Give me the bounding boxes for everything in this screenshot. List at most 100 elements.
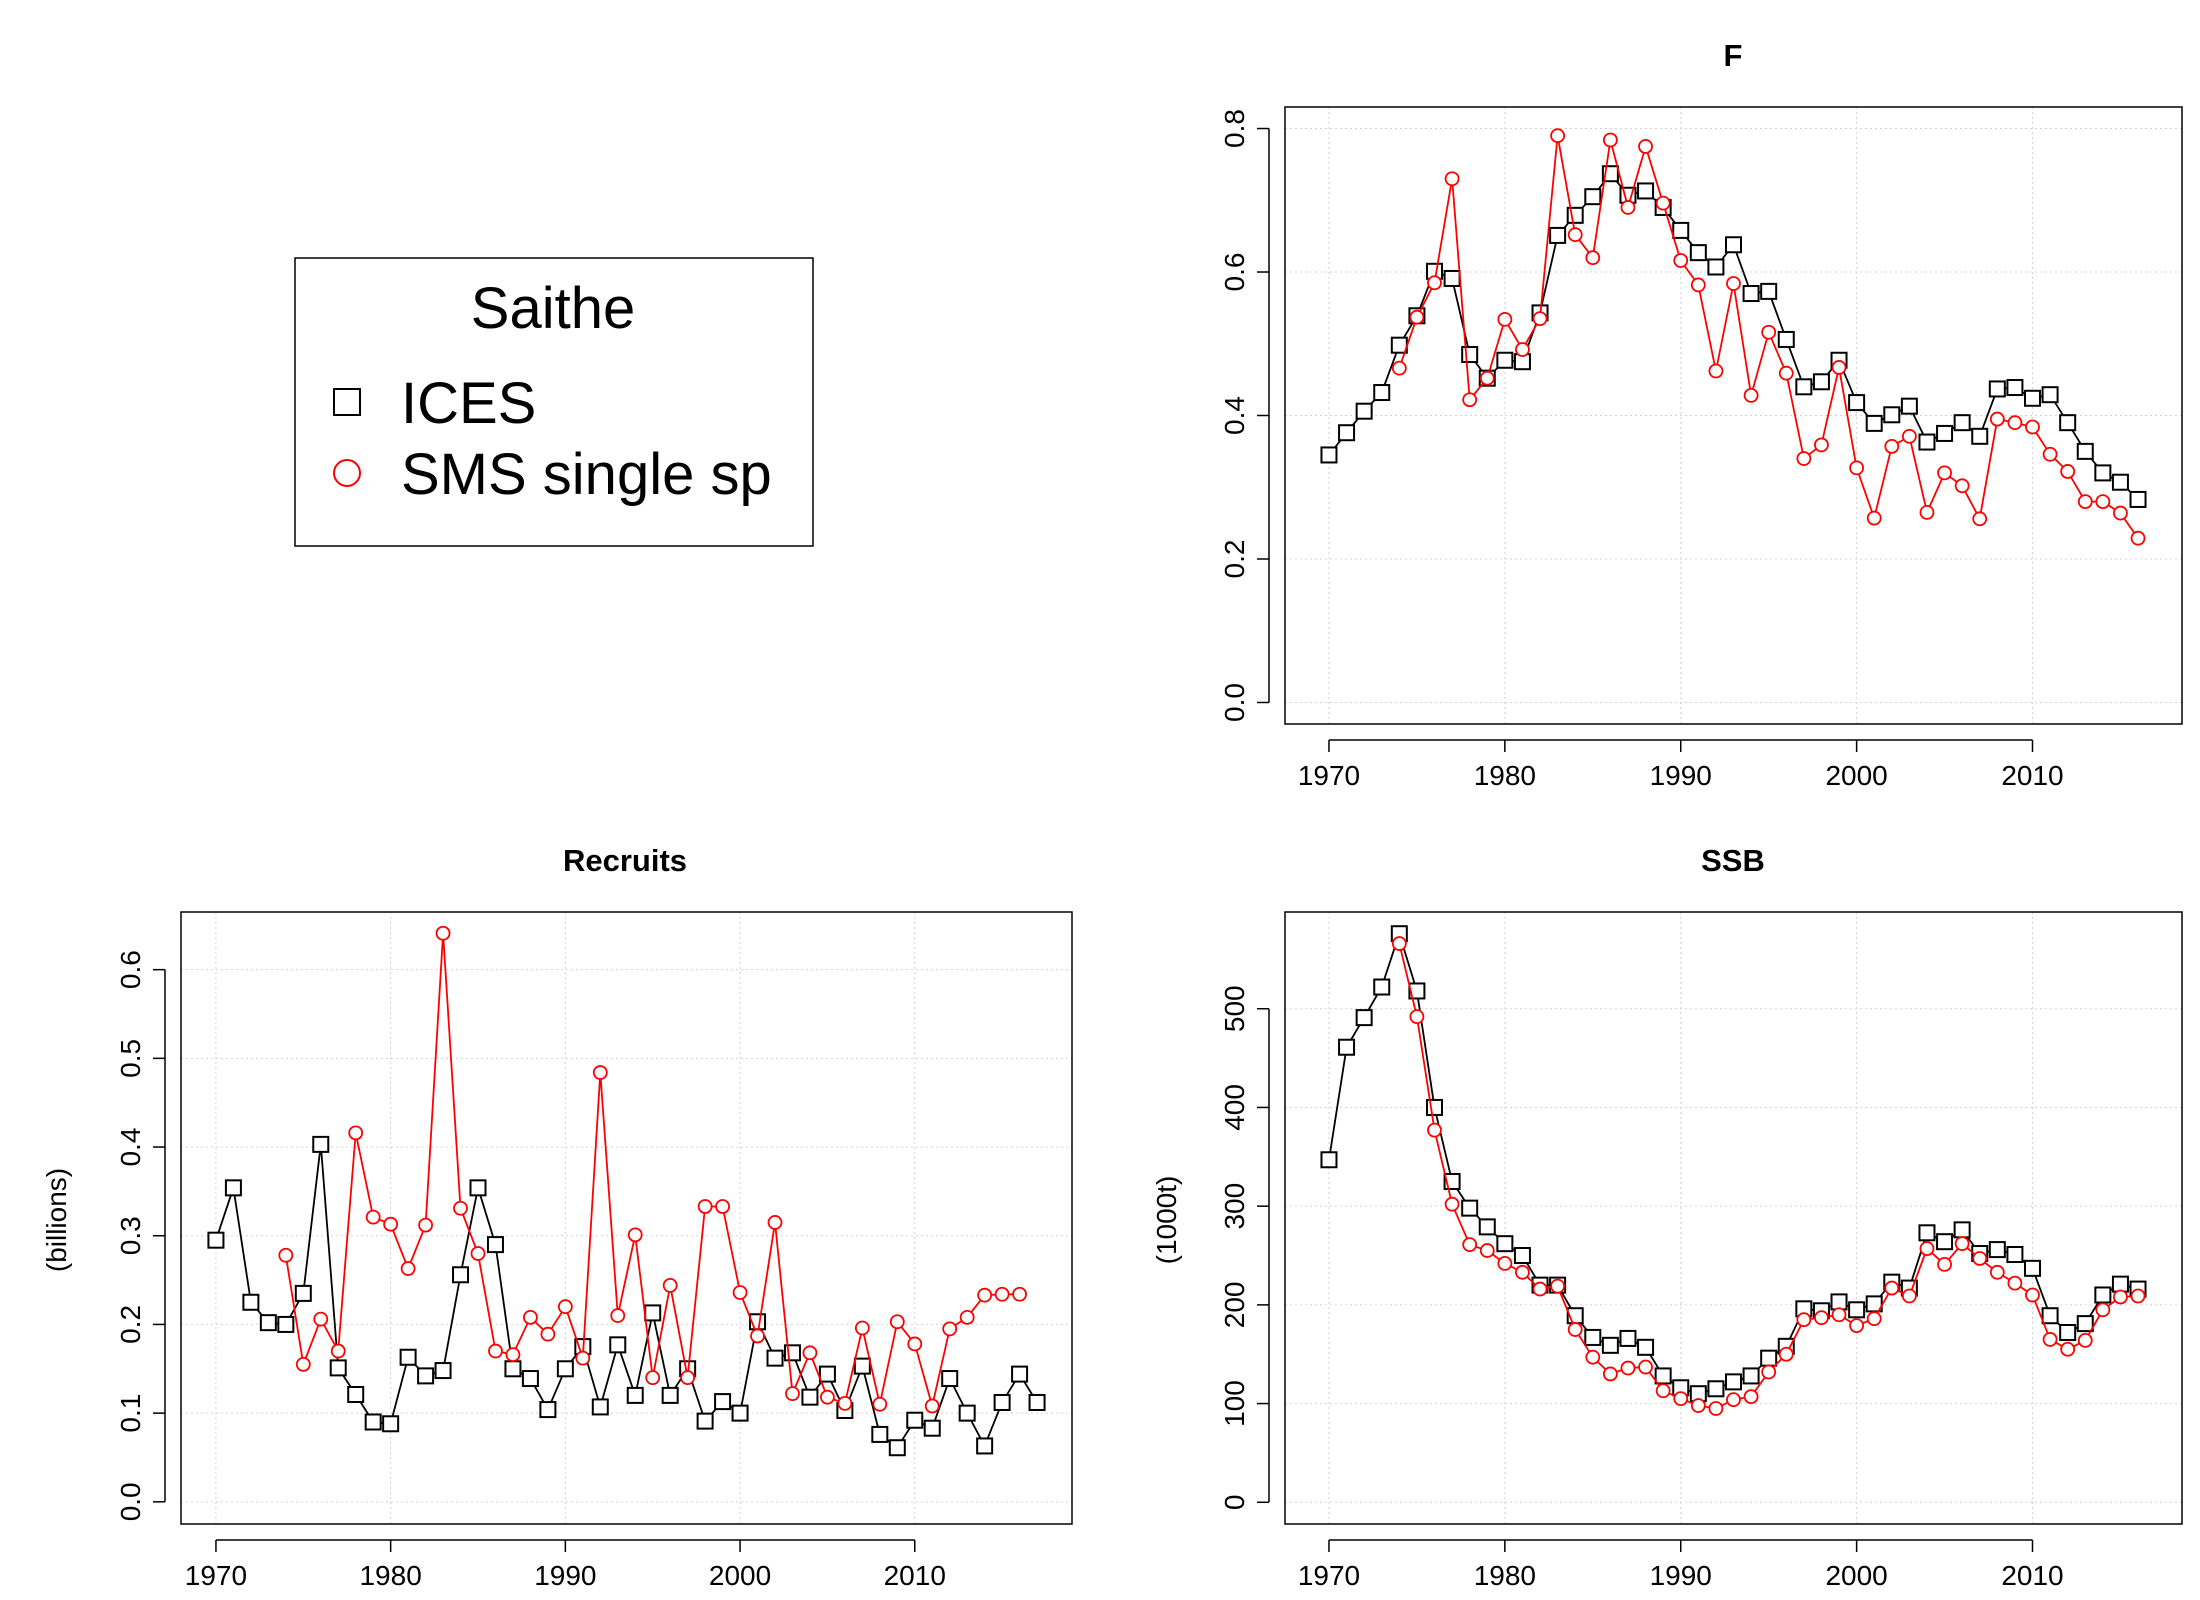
data-point-ices — [696, 1412, 714, 1430]
data-point-sms — [1901, 1288, 1917, 1304]
data-point-ices — [609, 1336, 627, 1354]
data-point-sms — [924, 1398, 940, 1414]
data-point-ices — [1918, 1224, 1936, 1242]
data-point-sms — [2042, 1332, 2058, 1347]
data-point-ices — [1848, 1301, 1866, 1319]
data-point-sms — [1427, 1122, 1442, 1138]
data-point-sms — [1989, 411, 2005, 427]
data-point-sms — [540, 1326, 556, 1342]
data-point-sms — [977, 1287, 993, 1303]
data-point-ices — [714, 1393, 732, 1411]
data-point-ices — [2024, 389, 2041, 407]
legend-box — [294, 257, 814, 547]
data-point-sms — [1831, 1307, 1847, 1323]
data-point-ices — [417, 1367, 435, 1385]
y-axis-label-ssb: (1000t) — [1151, 1176, 1182, 1265]
data-point-ices — [1320, 1151, 1338, 1169]
legend-label-sms: SMS single sp — [401, 442, 772, 507]
data-point-sms — [1884, 438, 1900, 454]
chart-panel-f: F 1970 1980 1990 2000 2010 0.0 0.2 0.4 0.6 0.8 — [1219, 38, 2183, 791]
data-point-ices — [1584, 188, 1602, 206]
data-point-sms — [872, 1396, 888, 1412]
data-point-ices — [941, 1370, 959, 1388]
data-point-sms — [994, 1286, 1010, 1302]
x-tick-label: 1990 — [1650, 760, 1712, 791]
y-tick-label: 0.4 — [115, 1128, 146, 1167]
data-point-ices — [1971, 427, 1989, 445]
data-point-ices — [434, 1362, 452, 1380]
x-tick-label: 2010 — [2001, 760, 2063, 791]
data-point-sms — [1972, 511, 1988, 527]
y-tick-label: 0.0 — [115, 1482, 146, 1521]
data-point-ices — [1812, 373, 1830, 391]
data-point-ices — [1461, 346, 1479, 364]
data-point-sms — [1638, 1359, 1653, 1375]
data-point-ices — [1707, 258, 1725, 276]
data-point-sms — [1532, 311, 1548, 327]
data-point-ices — [976, 1437, 994, 1455]
y-tick-label: 0.8 — [1219, 109, 1250, 148]
data-point-sms — [418, 1217, 433, 1233]
data-point-sms — [1778, 365, 1794, 381]
data-point-sms — [1708, 363, 1724, 379]
data-point-sms — [2113, 1289, 2128, 1305]
data-point-ices — [364, 1413, 382, 1431]
series-line-ices-recruits — [215, 1144, 1038, 1450]
data-point-ices — [1725, 236, 1742, 254]
data-point-sms — [680, 1370, 696, 1386]
data-point-sms — [295, 1356, 311, 1372]
data-point-ices — [1426, 1098, 1443, 1116]
data-point-ices — [1496, 351, 1514, 369]
data-point-ices — [1742, 1367, 1760, 1385]
data-point-sms — [1673, 253, 1689, 268]
data-point-ices — [2094, 1286, 2112, 1304]
y-tick-label: 200 — [1219, 1282, 1250, 1329]
y-tick-label: 0.6 — [1219, 253, 1250, 292]
data-point-sms — [1761, 1364, 1777, 1380]
y-tick-label: 500 — [1219, 985, 1250, 1032]
data-point-sms — [505, 1347, 521, 1362]
data-point-sms — [1884, 1280, 1900, 1296]
data-point-sms — [1497, 1256, 1513, 1271]
data-point-ices — [2076, 1315, 2094, 1333]
x-tick-label: 2010 — [884, 1560, 946, 1591]
y-tick-label: 0.3 — [115, 1216, 146, 1255]
data-point-sms — [1849, 460, 1865, 476]
data-point-ices — [539, 1401, 557, 1419]
plot-frame-ssb — [1284, 911, 2183, 1525]
data-point-ices — [626, 1386, 644, 1404]
data-point-ices — [2041, 1307, 2059, 1325]
data-point-sms — [1638, 139, 1653, 154]
y-tick-label: 400 — [1219, 1084, 1250, 1131]
data-point-ices — [521, 1370, 539, 1388]
data-point-ices — [1355, 1009, 1373, 1027]
data-point-ices — [906, 1411, 924, 1429]
data-point-sms — [1743, 388, 1759, 403]
y-axis-label-recruits: (billions) — [41, 1168, 72, 1272]
data-point-sms — [767, 1215, 783, 1230]
data-point-sms — [1831, 360, 1847, 375]
data-point-sms — [645, 1370, 661, 1386]
data-point-ices — [2006, 1246, 2024, 1264]
data-point-ices — [644, 1304, 662, 1322]
data-point-sms — [1585, 250, 1601, 266]
data-point-ices — [1513, 1247, 1531, 1265]
data-point-sms — [1743, 1389, 1759, 1405]
data-point-sms — [785, 1386, 800, 1402]
plot-frame-f — [1284, 106, 2183, 725]
data-point-sms — [1602, 132, 1618, 148]
data-point-sms — [627, 1227, 643, 1243]
panel-title-ssb: SSB — [1701, 843, 1765, 878]
data-point-sms — [1462, 392, 1478, 408]
data-point-sms — [453, 1200, 468, 1216]
legend-label-ices: ICES — [401, 371, 536, 436]
data-point-sms — [1937, 1256, 1952, 1272]
data-point-ices — [259, 1314, 277, 1332]
data-point-sms — [1937, 465, 1952, 481]
data-point-sms — [470, 1246, 486, 1261]
data-point-ices — [207, 1231, 225, 1249]
data-point-sms — [383, 1216, 399, 1232]
data-point-ices — [556, 1360, 574, 1378]
data-point-sms — [348, 1125, 364, 1141]
